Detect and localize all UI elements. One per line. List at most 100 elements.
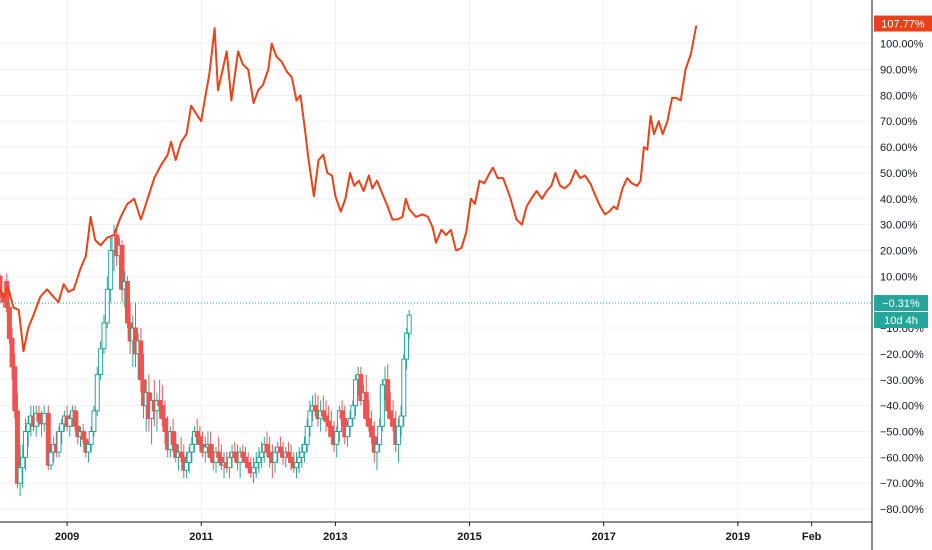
candle [347, 410, 353, 437]
y-tick-label: −70.00% [880, 478, 924, 490]
candle [358, 366, 364, 406]
candle [237, 447, 243, 479]
candle-body [350, 405, 356, 420]
line-path [0, 25, 698, 353]
candle [395, 418, 401, 463]
candle [326, 405, 332, 437]
candle [119, 240, 125, 303]
candle-body [108, 249, 114, 290]
candle [256, 447, 262, 473]
candle [267, 436, 273, 468]
line-last-label: 107.77% [881, 19, 925, 31]
candle-body [245, 462, 251, 469]
candle-body [159, 405, 165, 420]
y-tick-label: −80.00% [880, 504, 924, 516]
candle [366, 400, 372, 432]
candle [336, 405, 342, 442]
candle [328, 410, 334, 445]
candle [387, 392, 393, 427]
candle [157, 379, 163, 419]
candle-body [45, 412, 51, 466]
candle [251, 457, 257, 484]
y-tick-label: 50.00% [880, 168, 918, 180]
y-tick-label: 20.00% [880, 245, 918, 257]
price-badges: 107.77% −0.31% 10d 4h [874, 15, 932, 329]
candle [98, 340, 104, 380]
candle-body [320, 410, 326, 417]
candle [86, 441, 92, 463]
candle [59, 418, 65, 445]
candle-body [173, 443, 179, 458]
candle-body [353, 379, 359, 407]
candle-body [202, 446, 208, 453]
candle [272, 447, 278, 473]
candle-body [253, 462, 259, 469]
last-value-label: −0.31% [882, 298, 920, 310]
candle [138, 328, 144, 393]
candle-body [98, 348, 104, 376]
candle-body [259, 451, 265, 458]
candle [379, 379, 385, 432]
candle-body [91, 410, 97, 432]
candle [363, 374, 369, 427]
candle-body [293, 462, 299, 469]
candle [323, 400, 329, 432]
candle-body [312, 405, 318, 412]
candle-body [162, 418, 168, 432]
candle [232, 441, 238, 463]
candle-body [72, 410, 78, 427]
candle [277, 436, 283, 458]
candle-body [358, 374, 364, 401]
candle-body [104, 288, 110, 324]
candle-body [334, 430, 340, 445]
y-tick-label: 10.00% [880, 271, 918, 283]
candle [173, 431, 179, 463]
candle-body [178, 451, 184, 458]
candle-body [326, 420, 332, 427]
candle-body [101, 322, 107, 350]
candle-body [406, 314, 412, 334]
candle-body [186, 451, 192, 464]
candle-body [385, 379, 391, 412]
candle-body [119, 244, 125, 290]
candle-body [395, 425, 401, 445]
candle-body [272, 451, 278, 464]
candle [401, 353, 407, 427]
candlestick-series [0, 224, 412, 497]
candle-body [277, 446, 283, 453]
candle-body [285, 451, 291, 458]
candle [390, 400, 396, 432]
candle-body [401, 358, 407, 417]
candle [170, 418, 176, 453]
candle-body [232, 451, 238, 458]
candle-body [36, 412, 42, 422]
x-tick-label: 2019 [726, 531, 750, 543]
candle [162, 400, 168, 445]
candle [339, 400, 345, 427]
candle-body [0, 275, 3, 298]
candle [25, 415, 31, 448]
candle-body [189, 443, 195, 453]
candle [202, 436, 208, 463]
candle-body [12, 366, 18, 412]
candle [6, 302, 12, 344]
candle-body [88, 430, 94, 445]
candle [285, 441, 291, 463]
candle-body [369, 425, 375, 438]
x-tick-label: 2009 [55, 531, 79, 543]
candle [259, 441, 265, 468]
candle [88, 426, 94, 453]
x-tick-label: 2011 [189, 531, 213, 543]
candle [94, 366, 100, 416]
y-tick-label: −50.00% [880, 426, 924, 438]
candle [45, 405, 51, 471]
x-tick-label: 2013 [323, 531, 347, 543]
candle [299, 444, 305, 468]
candle-body [67, 418, 73, 427]
candle-body [403, 332, 409, 360]
candle [0, 273, 3, 303]
candle-body [197, 436, 203, 445]
candle [213, 447, 219, 473]
candle-body [366, 418, 372, 427]
